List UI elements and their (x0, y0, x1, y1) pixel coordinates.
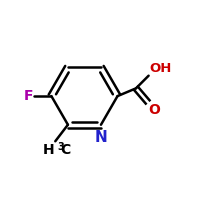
Text: F: F (24, 89, 33, 103)
Text: N: N (95, 130, 107, 145)
Text: C: C (60, 143, 70, 157)
Text: O: O (149, 103, 160, 117)
Text: H: H (43, 143, 55, 157)
Text: 3: 3 (58, 142, 64, 152)
Text: OH: OH (150, 62, 172, 75)
